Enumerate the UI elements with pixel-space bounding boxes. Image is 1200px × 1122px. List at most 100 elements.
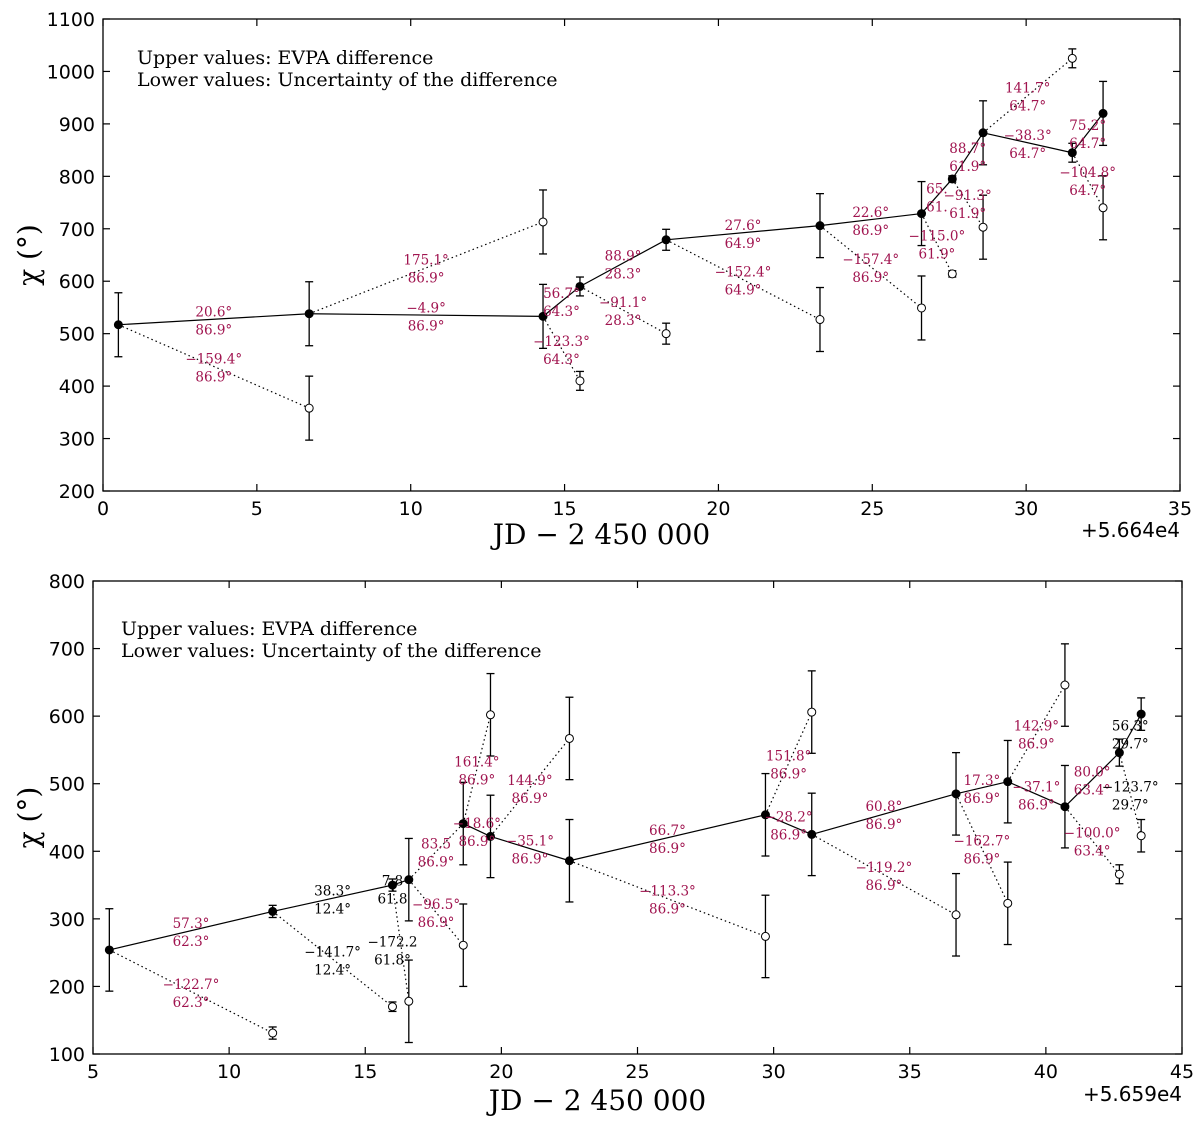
annotation-line: 61.9° [918, 246, 955, 262]
annotation-line: 57.3° [173, 916, 210, 932]
annotation-line: 64.7° [1009, 146, 1046, 162]
top-alternative-point-7 [978, 222, 988, 232]
annotation-line: 80.0° [1074, 765, 1111, 781]
top-annotation-17: 141.7° 64.7° [1005, 81, 1050, 115]
top-xtick-label-2: 10 [399, 498, 423, 520]
annotation-line: 7.8 [382, 873, 403, 889]
annotation-line: 86.9° [408, 318, 445, 334]
top-ytick-label-0: 200 [59, 481, 95, 503]
top-annotation-15: −91.3° 61.9° [944, 188, 992, 222]
top-annotation-11: −157.4° 86.9° [842, 252, 899, 286]
annotation-line: 86.9° [458, 834, 495, 850]
top-ytick-label-8: 1000 [47, 61, 95, 83]
bottom-y-axis-label: χ (°) [12, 787, 45, 849]
bottom-link-solid-8 [463, 823, 491, 837]
bottom-link-solid-10 [490, 835, 570, 862]
annotation-line: 17.3° [963, 773, 1000, 789]
annotation-line: −113.3° [639, 884, 696, 900]
top-annotation-1: −159.4° 86.9° [185, 352, 242, 386]
bottom-adopted-point-13 [1136, 709, 1146, 719]
top-annotation-3: 175.1° 86.9° [403, 253, 448, 287]
bottom-link-solid-16 [811, 793, 957, 835]
annotation-line: 61.9° [949, 206, 986, 222]
top-alternative-point-8 [1067, 53, 1077, 63]
bottom-legend-line-0: Upper values: EVPA difference [121, 618, 417, 640]
bottom-adopted-point-9 [951, 789, 961, 799]
annotation-line: 86.9° [418, 915, 455, 931]
top-link-solid-18 [1071, 113, 1104, 154]
top-link-dotted-15 [951, 178, 984, 228]
bottom-annotation-15: −28.2° 86.9° [765, 809, 813, 843]
top-link-dotted-7 [579, 285, 667, 335]
annotation-line: 83.5 [421, 836, 451, 852]
bottom-link-dotted-3 [272, 910, 393, 1008]
bottom-annotation-14: 151.8° 86.9° [766, 748, 811, 782]
bottom-link-dotted-23 [1064, 806, 1120, 875]
bottom-link-solid-0 [109, 910, 273, 951]
annotation-line: −37.1° [1012, 780, 1060, 796]
bottom-adopted-point-5 [485, 831, 495, 841]
top-annotation-0: 20.6° 86.9° [195, 305, 232, 339]
top-x-offset-label: +5.664e4 [1081, 518, 1180, 542]
bottom-alternative-point-9 [1003, 898, 1013, 908]
annotation-line: 64.7° [1009, 99, 1046, 115]
top-ytick-label-2: 400 [59, 376, 95, 398]
annotation-line: −35.1° [506, 834, 554, 850]
bottom-annotation-23: −100.0° 63.4° [1064, 825, 1121, 859]
annotation-line: 144.9° [507, 773, 552, 789]
top-link-solid-0 [118, 313, 310, 326]
top-plot-frame [102, 18, 1181, 492]
bottom-annotation-24: 56.3° 29.7° [1112, 719, 1149, 753]
top-adopted-point-5 [815, 221, 825, 231]
top-link-solid-6 [579, 239, 667, 287]
bottom-link-dotted-11 [490, 738, 570, 837]
bottom-ytick-label-4: 500 [49, 774, 85, 796]
bottom-ytick-label-6: 700 [49, 639, 85, 661]
top-annotation-18: 75.2° 64.7° [1069, 118, 1106, 152]
bottom-alternative-point-0 [268, 1028, 278, 1038]
top-ytick-label-6: 800 [59, 166, 95, 188]
annotation-line: 12.4° [314, 902, 351, 918]
bottom-adopted-point-0 [104, 945, 114, 955]
annotation-line: 28.3° [605, 313, 642, 329]
bottom-link-solid-18 [955, 781, 1008, 795]
top-alternative-point-1 [538, 217, 548, 227]
annotation-line: −104.8° [1059, 165, 1116, 181]
bottom-alternative-point-8 [951, 910, 961, 920]
annotation-line: 61.8 [377, 891, 407, 907]
top-alternative-point-6 [947, 269, 957, 279]
annotation-line: 86.9° [195, 370, 232, 386]
annotation-line: −100.0° [1064, 825, 1121, 841]
bottom-link-solid-24 [1118, 713, 1142, 753]
top-xtick-label-1: 5 [251, 498, 263, 520]
bottom-annotation-13: −113.3° 86.9° [639, 884, 696, 918]
top-annotation-8: 27.6° 64.9° [725, 218, 762, 252]
top-link-dotted-3 [308, 221, 544, 315]
bottom-annotation-5: −172.2 61.8° [367, 934, 417, 968]
top-xtick-label-6: 30 [1014, 498, 1038, 520]
annotation-line: 86.9° [1018, 798, 1055, 814]
annotation-line: 88.7° [949, 141, 986, 157]
annotation-line: 86.9° [649, 841, 686, 857]
bottom-annotation-9: −18.6° 86.9° [453, 816, 501, 850]
bottom-xtick-label-6: 35 [898, 1061, 922, 1083]
top-annotation-5: −123.3° 64.3° [533, 334, 590, 368]
annotation-line: −18.6° [453, 816, 501, 832]
annotation-line: 56.3° [1112, 719, 1149, 735]
annotation-line: 64.7° [1069, 136, 1106, 152]
top-alternative-point-9 [1098, 203, 1108, 213]
annotation-line: 64.9° [725, 283, 762, 299]
bottom-annotation-8: 161.4° 86.9° [454, 755, 499, 789]
bottom-link-dotted-7 [408, 879, 464, 946]
bottom-adopted-point-10 [1003, 777, 1013, 787]
annotation-line: −91.1° [599, 295, 647, 311]
top-annotation-16: −38.3° 64.7° [1004, 128, 1052, 162]
annotation-line: 86.9° [963, 852, 1000, 868]
annotation-line: −119.2° [856, 860, 913, 876]
annotation-line: −157.4° [842, 252, 899, 268]
bottom-annotation-22: 80.0° 63.4° [1074, 765, 1111, 799]
annotation-line: 161.4° [454, 755, 499, 771]
bottom-ytick-label-2: 300 [49, 909, 85, 931]
top-link-dotted-19 [1071, 152, 1104, 209]
top-link-solid-4 [542, 286, 581, 317]
